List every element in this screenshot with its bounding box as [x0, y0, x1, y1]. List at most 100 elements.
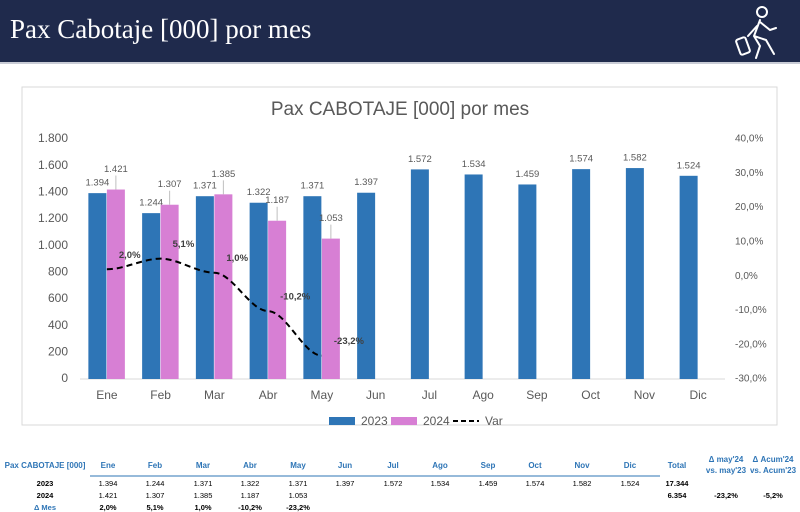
bar-value-label: 1.572 — [408, 154, 432, 165]
y-tick-label: 1.800 — [38, 131, 68, 145]
table-header: Pax CABOTAJE [000] — [5, 461, 86, 470]
table-header: Δ may'24 — [709, 455, 744, 464]
table-cell: 1.582 — [573, 479, 592, 488]
table-cell: 1.371 — [289, 479, 308, 488]
bar — [679, 175, 698, 379]
x-tick-label: Dic — [689, 388, 706, 402]
table-cell: 2,0% — [99, 503, 116, 512]
table-cell: 1.394 — [99, 479, 118, 488]
bar-value-label: 1.371 — [300, 181, 324, 192]
table-header: Nov — [574, 461, 590, 470]
bar — [464, 174, 483, 379]
table-cell: 1,0% — [194, 503, 211, 512]
table-cell: 1.322 — [241, 479, 260, 488]
bar — [572, 169, 591, 379]
bar-value-label: 1.421 — [104, 164, 128, 175]
table-cell: 1.459 — [479, 479, 498, 488]
table-header: Ago — [432, 461, 448, 470]
header-rule — [0, 62, 800, 64]
var-label: 2,0% — [119, 250, 141, 261]
x-tick-label: Nov — [634, 388, 655, 402]
y-tick-label: 1.200 — [38, 211, 68, 225]
legend-swatch — [391, 417, 417, 425]
table-cell: 1.574 — [526, 479, 545, 488]
bar — [249, 202, 268, 379]
x-tick-label: Sep — [526, 388, 548, 402]
table-cell-total: 17.344 — [666, 479, 690, 488]
table-cell: 1.572 — [384, 479, 403, 488]
y-tick-label: 1.600 — [38, 158, 68, 172]
y2-tick-label: 20,0% — [735, 202, 763, 213]
table-cell: 1.053 — [289, 491, 308, 500]
bar-value-label: 1.524 — [677, 160, 701, 171]
bar-value-label: 1.534 — [462, 159, 486, 170]
table-cell: 1.534 — [431, 479, 450, 488]
table-cell: 1.524 — [621, 479, 640, 488]
table-cell: 1.397 — [336, 479, 355, 488]
chart-title: Pax CABOTAJE [000] por mes — [271, 99, 529, 120]
var-label: -23,2% — [334, 336, 365, 347]
bar — [518, 184, 537, 379]
bar — [142, 213, 161, 379]
bar — [321, 238, 340, 379]
table-header: Dic — [624, 461, 637, 470]
legend-label: 2023 — [361, 414, 388, 428]
y-tick-label: 400 — [48, 318, 68, 332]
var-line — [106, 257, 323, 357]
bar — [106, 189, 125, 379]
table-header: vs. may'23 — [706, 466, 747, 475]
bar — [268, 220, 287, 379]
var-label: -10,2% — [280, 292, 311, 303]
table-header: Jul — [387, 461, 399, 470]
y-tick-label: 600 — [48, 291, 68, 305]
x-tick-label: Jun — [366, 388, 385, 402]
bar-value-label: 1.394 — [85, 178, 109, 189]
y-tick-label: 0 — [61, 371, 68, 385]
bar — [214, 194, 233, 379]
table-cell: 5,1% — [146, 503, 163, 512]
table-cell: 1.421 — [99, 491, 118, 500]
var-label: 5,1% — [173, 239, 195, 250]
table-cell: -10,2% — [238, 503, 262, 512]
table-header: vs. Acum'23 — [750, 466, 797, 475]
table-header: Total — [668, 461, 687, 470]
x-tick-label: Ene — [96, 388, 118, 402]
bar-value-label: 1.187 — [265, 195, 289, 206]
header-title: Pax Cabotaje [000] por mes — [10, 14, 311, 44]
bar — [195, 196, 214, 379]
table-header: Ene — [101, 461, 116, 470]
bar — [357, 192, 376, 379]
y2-tick-label: 10,0% — [735, 236, 763, 247]
y-tick-label: 1.000 — [38, 238, 68, 252]
legend-swatch — [329, 417, 355, 425]
table-cell: 1.244 — [146, 479, 165, 488]
table-header: Jun — [338, 461, 352, 470]
table-header: Feb — [148, 461, 162, 470]
y2-tick-label: -20,0% — [735, 339, 767, 350]
bar — [160, 204, 179, 379]
bar-value-label: 1.397 — [354, 177, 378, 188]
bar-value-label: 1.459 — [515, 169, 539, 180]
table-row-label: 2024 — [37, 491, 55, 500]
table-header: Oct — [528, 461, 542, 470]
table-cell-delta-month: -23,2% — [714, 491, 738, 500]
y-tick-label: 800 — [48, 265, 68, 279]
table-cell-total: 6.354 — [668, 491, 688, 500]
bar — [88, 193, 107, 379]
var-label: 1,0% — [226, 253, 248, 264]
bar-value-label: 1.574 — [569, 154, 593, 165]
y2-tick-label: -10,0% — [735, 305, 767, 316]
bar-value-label: 1.322 — [247, 187, 271, 198]
table-row-label: Δ Mes — [34, 503, 56, 512]
table-row-label: 2023 — [37, 479, 54, 488]
x-tick-label: Ago — [472, 388, 494, 402]
table-header: Abr — [243, 461, 257, 470]
x-tick-label: May — [311, 388, 334, 402]
table-cell-delta-acum: -5,2% — [763, 491, 783, 500]
legend-label: Var — [485, 414, 503, 428]
bar-value-label: 1.053 — [319, 213, 343, 224]
table-header: Mar — [196, 461, 210, 470]
bar — [303, 196, 322, 379]
y2-tick-label: 30,0% — [735, 168, 763, 179]
